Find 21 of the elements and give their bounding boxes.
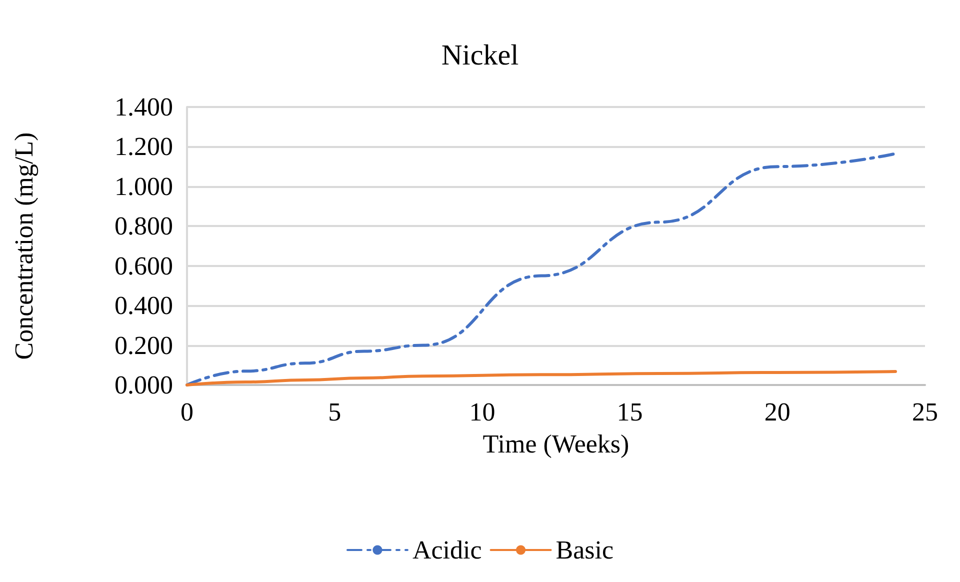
y-tick-label: 1.200 [114,132,173,162]
y-tick-label: 0.200 [114,330,173,360]
y-tick-label: 0.600 [114,251,173,280]
y-tick-label: 1.000 [114,172,173,201]
y-tick-label: 0.400 [114,291,173,320]
x-tick-label: 0 [180,398,194,426]
x-tick-label: 10 [469,398,496,426]
y-tick-label: 0.800 [114,212,173,241]
x-tick-label: 5 [328,398,342,426]
legend-label: Acidic [412,536,482,564]
x-tick-label: 15 [616,398,643,426]
line-series [186,152,897,386]
y-axis-title: Concentration (mg/L) [10,132,38,360]
chart-title: Nickel [441,40,519,72]
line-series [186,370,897,386]
x-tick-label: 20 [764,398,790,426]
y-tick-label: 1.400 [114,92,173,122]
x-tick-label: 25 [912,398,938,426]
x-axis-title: Time (Weeks) [482,430,630,458]
legend-label: Basic [556,536,614,564]
y-tick-label: 0.000 [114,370,173,400]
